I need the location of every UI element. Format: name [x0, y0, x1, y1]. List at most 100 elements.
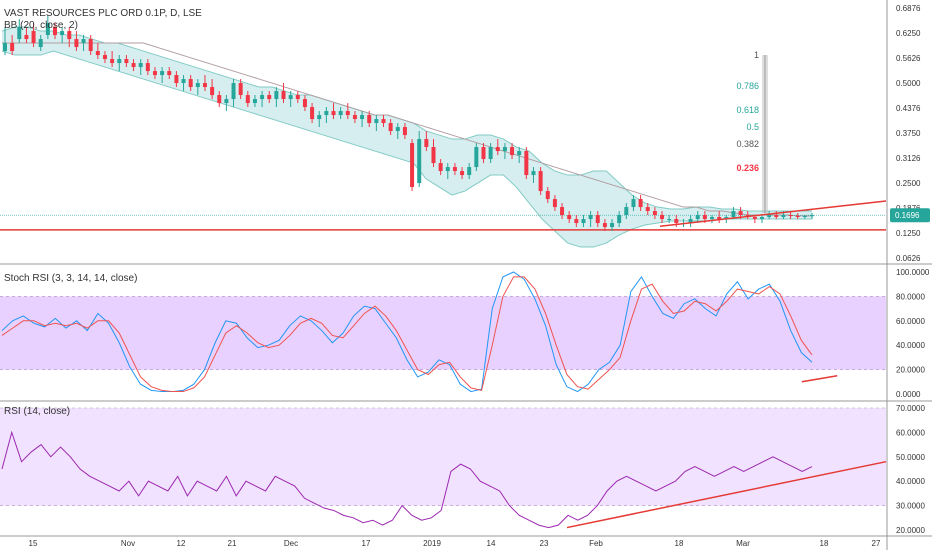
candle[interactable]: [117, 55, 122, 72]
candle[interactable]: [145, 59, 150, 76]
candle[interactable]: [531, 167, 536, 184]
candle[interactable]: [631, 195, 636, 212]
candle[interactable]: [610, 219, 615, 232]
candle[interactable]: [267, 91, 272, 104]
candle[interactable]: [802, 215, 807, 220]
candle[interactable]: [574, 215, 579, 228]
candle[interactable]: [495, 139, 500, 156]
candle[interactable]: [302, 95, 307, 112]
candle[interactable]: [195, 79, 200, 96]
candle[interactable]: [695, 211, 700, 224]
candle[interactable]: [460, 167, 465, 180]
candle[interactable]: [88, 35, 93, 56]
candle[interactable]: [567, 211, 572, 224]
candle[interactable]: [31, 23, 36, 48]
candle[interactable]: [374, 115, 379, 132]
candle[interactable]: [202, 75, 207, 92]
candle[interactable]: [467, 163, 472, 180]
candle[interactable]: [645, 203, 650, 216]
candle[interactable]: [517, 147, 522, 164]
candle[interactable]: [281, 83, 286, 104]
candle[interactable]: [774, 211, 779, 220]
candle[interactable]: [224, 95, 229, 112]
candle[interactable]: [331, 103, 336, 120]
candle[interactable]: [581, 215, 586, 228]
candle[interactable]: [481, 143, 486, 164]
candle[interactable]: [731, 207, 736, 220]
candle[interactable]: [45, 15, 50, 40]
candle[interactable]: [252, 95, 257, 108]
candle[interactable]: [588, 211, 593, 228]
candle[interactable]: [395, 123, 400, 140]
candle[interactable]: [524, 147, 529, 180]
candle[interactable]: [538, 167, 543, 196]
candle[interactable]: [688, 215, 693, 228]
candle[interactable]: [360, 111, 365, 128]
candle[interactable]: [810, 213, 814, 220]
candle[interactable]: [238, 79, 243, 100]
candle[interactable]: [167, 67, 172, 80]
candle[interactable]: [602, 219, 607, 232]
candle[interactable]: [624, 203, 629, 220]
candle[interactable]: [795, 213, 800, 220]
candle[interactable]: [510, 143, 515, 160]
candle[interactable]: [67, 27, 72, 48]
candle[interactable]: [767, 211, 772, 220]
time-axis[interactable]: 15 Nov 12 21 Dec 17 2019 14 23 Feb 18 Mar 18 27: [29, 539, 881, 548]
candle[interactable]: [3, 27, 7, 56]
candle[interactable]: [152, 67, 157, 80]
candle[interactable]: [424, 131, 429, 152]
candle[interactable]: [231, 79, 236, 108]
candle[interactable]: [274, 87, 279, 108]
candle[interactable]: [431, 139, 436, 168]
candle[interactable]: [388, 119, 393, 136]
candle[interactable]: [652, 207, 657, 220]
candle[interactable]: [338, 107, 343, 120]
candle[interactable]: [417, 131, 422, 188]
candle[interactable]: [38, 35, 43, 52]
candle[interactable]: [502, 143, 507, 160]
candle[interactable]: [410, 139, 415, 192]
candle[interactable]: [710, 215, 715, 224]
candle[interactable]: [760, 215, 765, 224]
candle[interactable]: [124, 55, 129, 68]
candle[interactable]: [445, 163, 450, 180]
candle[interactable]: [667, 215, 672, 224]
candle[interactable]: [174, 71, 179, 88]
candle[interactable]: [181, 75, 186, 92]
candle[interactable]: [95, 43, 100, 60]
candle[interactable]: [81, 35, 86, 52]
candle[interactable]: [402, 123, 407, 140]
candle[interactable]: [217, 91, 222, 108]
candle[interactable]: [617, 211, 622, 228]
candle[interactable]: [74, 31, 79, 52]
candle[interactable]: [260, 91, 265, 108]
candle[interactable]: [210, 79, 215, 100]
candle[interactable]: [717, 211, 722, 224]
candle[interactable]: [317, 111, 322, 128]
candle[interactable]: [245, 91, 250, 108]
rsi-pane[interactable]: 70.0000 60.0000 50.0000 40.0000 30.0000 20.00…: [0, 404, 925, 535]
price-pane[interactable]: 0.6876 0.6250 0.5626 0.5000 0.4376 0.3750 0.31…: [0, 4, 930, 263]
candle[interactable]: [352, 111, 357, 124]
candle[interactable]: [595, 211, 600, 228]
candle[interactable]: [160, 67, 165, 84]
candle[interactable]: [560, 203, 565, 220]
candle[interactable]: [131, 59, 136, 72]
candle[interactable]: [52, 23, 57, 40]
candle[interactable]: [488, 143, 493, 164]
candle[interactable]: [24, 27, 29, 44]
candle[interactable]: [638, 195, 643, 212]
candle[interactable]: [288, 91, 293, 108]
candle[interactable]: [474, 143, 479, 172]
candle[interactable]: [552, 195, 557, 212]
candle[interactable]: [381, 115, 386, 128]
candle[interactable]: [10, 35, 15, 56]
candle[interactable]: [188, 75, 193, 92]
candle[interactable]: [452, 163, 457, 176]
candle[interactable]: [60, 27, 65, 44]
candle[interactable]: [17, 19, 22, 44]
candle[interactable]: [102, 51, 107, 64]
candle[interactable]: [545, 187, 550, 204]
